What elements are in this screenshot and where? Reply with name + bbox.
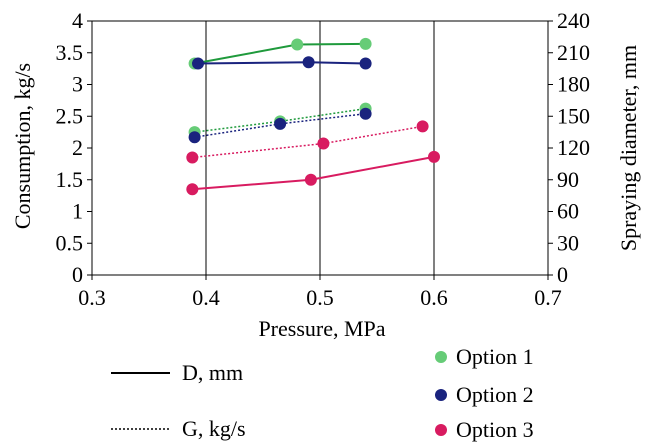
data-point-option-2-g-kg-s bbox=[359, 107, 372, 120]
legend-label-option-3: Option 3 bbox=[456, 417, 534, 442]
series-line-option-3-g-kg-s bbox=[192, 125, 423, 159]
data-point-option-2-d-mm bbox=[359, 57, 372, 70]
y-right-tick-label: 30 bbox=[557, 230, 579, 255]
data-point-option-3-d-mm bbox=[186, 183, 199, 196]
data-point-option-3-d-mm bbox=[428, 150, 440, 163]
y-right-tick-label: 60 bbox=[557, 199, 579, 224]
legend-label-g: G, kg/s bbox=[182, 416, 246, 441]
x-tick-label: 0.6 bbox=[420, 285, 448, 310]
data-point-option-3-g-kg-s bbox=[186, 151, 199, 164]
y-left-tick-label: 4 bbox=[72, 8, 83, 33]
x-axis-label: Pressure, MPa bbox=[258, 316, 385, 341]
legend-marker-option-2 bbox=[435, 389, 447, 401]
series-line-option-1-d-mm bbox=[194, 42, 366, 65]
legend-marker-option-1 bbox=[435, 351, 447, 363]
y-left-tick-label: 1.5 bbox=[56, 167, 84, 192]
y-left-tick-label: 3.5 bbox=[56, 40, 84, 65]
series-line-option-2-g-kg-s bbox=[194, 112, 366, 138]
data-point-option-1-d-mm bbox=[291, 38, 304, 51]
y-right-tick-label: 150 bbox=[557, 103, 590, 128]
x-tick-label: 0.5 bbox=[306, 285, 334, 310]
y-left-tick-label: 3 bbox=[72, 72, 83, 97]
y-left-tick-label: 2.5 bbox=[56, 103, 84, 128]
data-point-option-3-d-mm bbox=[304, 173, 317, 186]
series-line-option-1-g-kg-s bbox=[194, 107, 366, 133]
data-point-option-2-g-kg-s bbox=[274, 117, 287, 130]
legend-label-d: D, mm bbox=[182, 360, 243, 385]
y-right-tick-label: 90 bbox=[557, 167, 579, 192]
series-line-option-2-d-mm bbox=[198, 61, 366, 65]
legend-label-option-2: Option 2 bbox=[456, 382, 534, 407]
data-point-option-2-d-mm bbox=[192, 57, 205, 70]
data-points bbox=[186, 37, 440, 196]
data-point-option-1-d-mm bbox=[359, 37, 372, 50]
data-point-option-3-g-kg-s bbox=[416, 120, 429, 133]
axis-ticks: 0.3 0.4 0.5 0.6 0.700.511.522.533.5403060901… bbox=[56, 8, 591, 310]
y-right-tick-label: 0 bbox=[557, 262, 568, 287]
data-point-option-3-g-kg-s bbox=[317, 137, 330, 150]
legend: D, mm G, kg/s Option 1 Option 2 Option 3 bbox=[111, 344, 534, 442]
data-point-option-2-d-mm bbox=[302, 56, 315, 69]
y-right-tick-label: 210 bbox=[557, 40, 590, 65]
y-axis-right-label: Spraying diameter, mm bbox=[616, 45, 641, 251]
y-right-tick-label: 120 bbox=[557, 135, 590, 160]
y-axis-left-label: Consumption, kg/s bbox=[10, 63, 35, 229]
y-right-tick-label: 240 bbox=[557, 8, 590, 33]
x-tick-label: 0.4 bbox=[192, 285, 220, 310]
data-point-option-2-g-kg-s bbox=[188, 131, 201, 144]
y-left-tick-label: 2 bbox=[72, 135, 83, 160]
y-left-tick-label: 0 bbox=[72, 262, 83, 287]
legend-label-option-1: Option 1 bbox=[456, 344, 534, 369]
x-tick-label: 0.7 bbox=[534, 285, 562, 310]
legend-marker-option-3 bbox=[435, 424, 447, 436]
y-left-tick-label: 1 bbox=[72, 199, 83, 224]
y-right-tick-label: 180 bbox=[557, 72, 590, 97]
y-left-tick-label: 0.5 bbox=[56, 230, 84, 255]
x-tick-label: 0.3 bbox=[78, 285, 106, 310]
